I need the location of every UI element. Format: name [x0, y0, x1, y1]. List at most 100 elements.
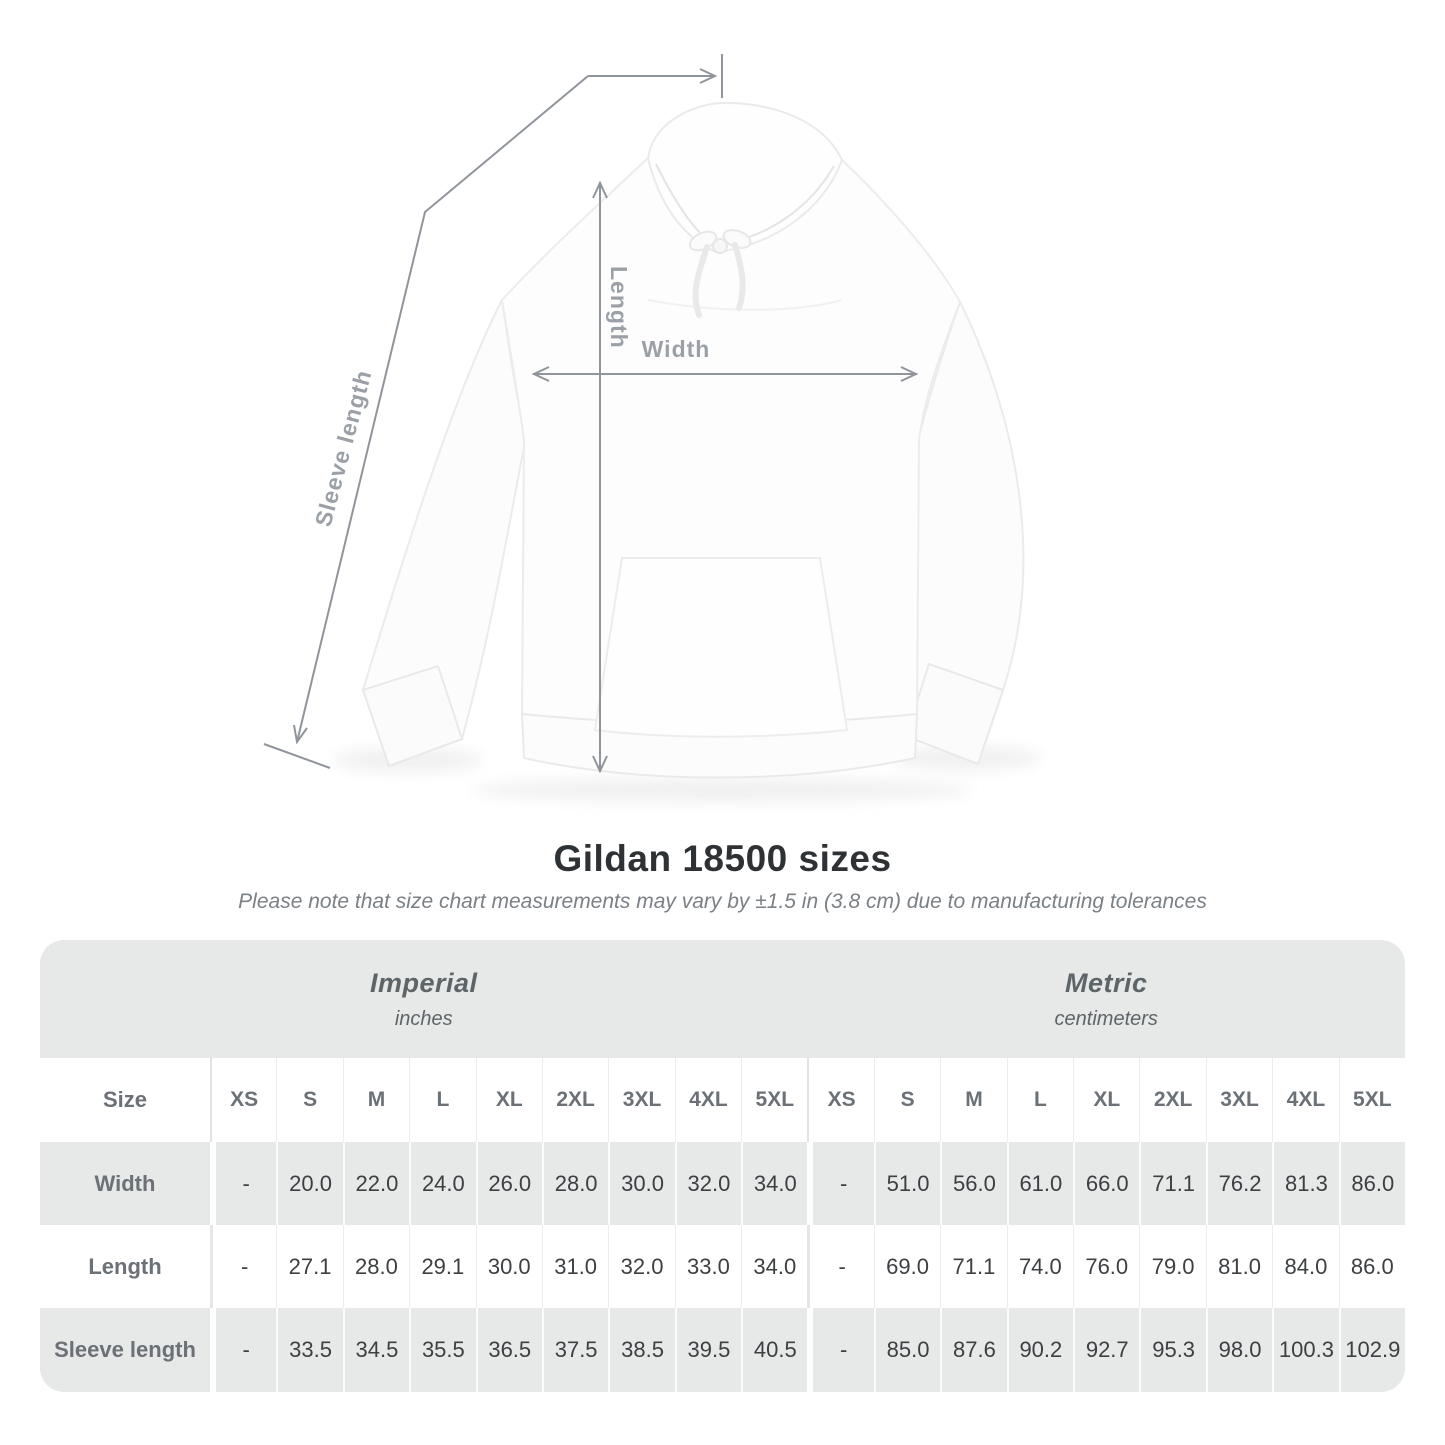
table-cell: 76.0 — [1073, 1225, 1140, 1308]
size-column-header: Size — [40, 1058, 210, 1142]
metric-section-header: Metric centimeters — [807, 940, 1405, 1058]
size-col-header: 3XL — [608, 1058, 675, 1142]
table-cell: 37.5 — [541, 1308, 609, 1392]
size-col-header: 3XL — [1205, 1058, 1273, 1142]
length-measure-label: Length — [606, 266, 632, 349]
table-cell: 51.0 — [873, 1142, 941, 1225]
drawstring-knot — [712, 238, 728, 254]
size-col-header: 4XL — [1272, 1058, 1339, 1142]
table-cell: 34.0 — [741, 1225, 808, 1308]
hoodie-measurement-diagram: Width Length Sleeve length — [263, 54, 1041, 802]
table-cell: 28.0 — [342, 1225, 410, 1308]
table-cell: 87.6 — [940, 1308, 1007, 1392]
drawstring-left — [692, 244, 710, 318]
section-unit: centimeters — [1054, 1007, 1158, 1030]
table-cell: 102.9 — [1338, 1308, 1405, 1392]
table-cell: 71.1 — [940, 1225, 1007, 1308]
table-cell: 29.1 — [409, 1225, 476, 1308]
sleeve-measure-label: Sleeve length — [310, 367, 377, 530]
size-col-header: L — [1006, 1058, 1074, 1142]
table-cell: 66.0 — [1073, 1142, 1140, 1225]
hood — [646, 101, 844, 254]
left-cuff — [361, 664, 464, 768]
table-cell: 74.0 — [1006, 1225, 1074, 1308]
table-cell: 92.7 — [1073, 1308, 1140, 1392]
size-col-header: 5XL — [1338, 1058, 1405, 1142]
sleeve-arrowhead-right — [699, 68, 718, 84]
size-col-header: M — [940, 1058, 1007, 1142]
table-cell: 90.2 — [1006, 1308, 1074, 1392]
kangaroo-pocket — [593, 557, 849, 738]
table-cell: 30.0 — [475, 1225, 542, 1308]
row-label: Sleeve length — [40, 1308, 210, 1392]
table-cell: 30.0 — [608, 1142, 675, 1225]
table-cell: 84.0 — [1272, 1225, 1339, 1308]
table-cell: 35.5 — [409, 1308, 476, 1392]
table-cell: 56.0 — [940, 1142, 1007, 1225]
table-cell: 86.0 — [1338, 1225, 1405, 1308]
table-cell: 27.1 — [276, 1225, 343, 1308]
table-cell: 71.1 — [1139, 1142, 1206, 1225]
table-cell: 79.0 — [1139, 1225, 1206, 1308]
table-cell: 86.0 — [1338, 1142, 1405, 1225]
drawstring-right — [732, 242, 746, 311]
size-col-header: S — [873, 1058, 941, 1142]
sleeve-arrowhead-bottom — [293, 724, 308, 745]
section-unit: inches — [394, 1007, 453, 1030]
hoodie-body — [500, 156, 962, 725]
table-cell: 34.5 — [342, 1308, 410, 1392]
table-cell: 36.5 — [475, 1308, 542, 1392]
size-col-header: 2XL — [1139, 1058, 1206, 1142]
table-cell: - — [807, 1308, 874, 1392]
table-cell: 34.0 — [741, 1142, 808, 1225]
table-cell: 33.0 — [674, 1225, 742, 1308]
width-arrowhead-right — [900, 366, 919, 382]
table-cell: 69.0 — [873, 1225, 941, 1308]
size-col-header: S — [276, 1058, 343, 1142]
table-cell: - — [210, 1142, 277, 1225]
table-cell: 95.3 — [1139, 1308, 1206, 1392]
tolerance-note: Please note that size chart measurements… — [238, 890, 1207, 913]
garment-shadow — [472, 778, 972, 802]
size-col-header: 2XL — [541, 1058, 609, 1142]
width-arrowhead-left — [531, 366, 550, 382]
page-title: Gildan 18500 sizes — [553, 838, 892, 879]
table-cell: 22.0 — [342, 1142, 410, 1225]
row-label: Length — [40, 1225, 210, 1308]
table-cell: 32.0 — [674, 1142, 742, 1225]
table-cell: 32.0 — [608, 1225, 675, 1308]
table-cell: 81.0 — [1205, 1225, 1273, 1308]
measurement-arrows — [263, 54, 919, 774]
sleeve-arrow-diagonal — [296, 75, 589, 743]
size-col-header: XS — [210, 1058, 277, 1142]
size-table: Imperial inches Metric centimeters Size XS S M L… — [40, 940, 1405, 1392]
table-cell: 40.5 — [741, 1308, 808, 1392]
table-cell: 100.3 — [1272, 1308, 1339, 1392]
table-cell: 39.5 — [674, 1308, 742, 1392]
table-cell: - — [807, 1142, 874, 1225]
table-cell: 85.0 — [873, 1308, 941, 1392]
table-cell: - — [210, 1225, 277, 1308]
size-col-header: 4XL — [674, 1058, 742, 1142]
size-col-header: L — [409, 1058, 476, 1142]
section-title: Imperial — [369, 967, 478, 998]
section-title: Metric — [1064, 967, 1148, 998]
table-cell: 20.0 — [276, 1142, 343, 1225]
size-col-header: M — [342, 1058, 410, 1142]
table-cell: 38.5 — [608, 1308, 675, 1392]
size-col-header: XL — [1073, 1058, 1140, 1142]
table-cell: 26.0 — [475, 1142, 542, 1225]
table-cell: 33.5 — [276, 1308, 343, 1392]
width-measure-label: Width — [642, 336, 711, 362]
size-col-header: XS — [807, 1058, 874, 1142]
chest-seam — [647, 299, 843, 311]
table-cell: 31.0 — [541, 1225, 609, 1308]
table-cell: 28.0 — [541, 1142, 609, 1225]
table-cell: - — [807, 1225, 874, 1308]
table-cell: 24.0 — [409, 1142, 476, 1225]
size-col-header: XL — [475, 1058, 542, 1142]
length-arrowhead-top — [592, 180, 608, 199]
imperial-section-header: Imperial inches — [40, 940, 808, 1058]
table-cell: 76.2 — [1205, 1142, 1273, 1225]
